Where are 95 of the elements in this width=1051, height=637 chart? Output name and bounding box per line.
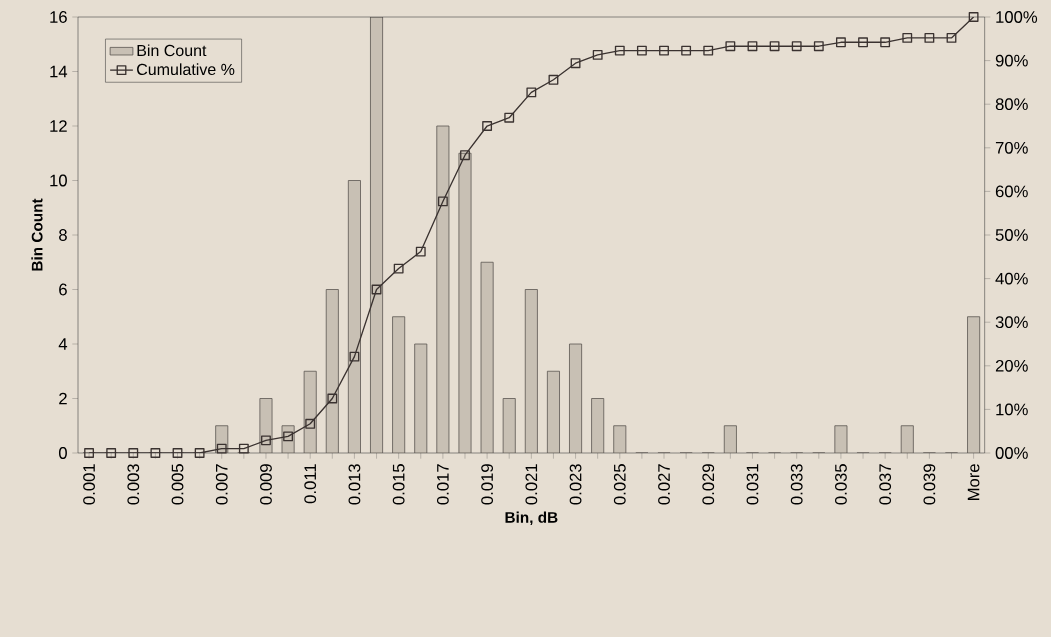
point [150,448,161,458]
x-tick-label: 0.023 [569,464,582,505]
y-tick-label: 4 [58,338,68,350]
y-tick-label: 8 [59,229,67,241]
point [526,87,537,98]
y2-tick-label: 30% [995,316,1028,329]
x-tick-label: 0.015 [392,464,405,505]
y2-tick-label: 80% [995,98,1028,111]
point [128,448,139,458]
y-tick-label: 0 [58,447,67,459]
x-tick-label: 0.037 [879,464,892,505]
y-tick-label: 14 [50,65,68,78]
y2-tick-label: 40% [995,272,1028,285]
x-tick-label: More [967,464,980,501]
x-tick-label: 0.017 [436,464,449,505]
point [592,50,603,60]
x-tick-label: 0.029 [702,464,715,505]
point [238,443,249,454]
bar [370,17,384,453]
bar [967,316,981,453]
x-tick-label: 0.009 [260,464,272,505]
point [968,12,979,22]
legend-label: Bin Count [137,44,207,57]
bar [436,125,450,453]
point [835,37,846,48]
point [504,112,515,123]
x-tick-label: 0.001 [83,464,95,505]
point [194,448,205,458]
point [172,448,183,458]
x-tick-label: 0.039 [923,464,936,505]
y2-tick-label: 20% [995,359,1028,372]
x-tick-label: 0.021 [525,464,538,505]
y-tick-label: 16 [50,11,67,23]
point [415,246,426,257]
x-axis-title: Bin, dB [505,511,558,526]
point [614,45,625,56]
y-tick-label: 6 [59,283,67,296]
point [261,435,271,446]
bar [524,289,538,453]
point [681,45,692,56]
point [769,41,780,52]
y-tick-label: 2 [59,392,67,405]
x-tick-label: 0.035 [835,464,847,505]
point [636,45,647,56]
point [106,448,117,458]
x-tick-label: 0.013 [348,464,361,505]
point [946,32,957,43]
point [349,351,360,362]
x-tick-label: 0.019 [481,464,494,505]
y2-tick-label: 100% [996,11,1038,23]
x-tick-label: 0.011 [304,464,317,504]
x-tick-label: 0.033 [790,464,803,505]
legend-label: Cumulative % [137,63,235,76]
x-tick-label: 0.005 [171,464,184,505]
point [703,45,714,56]
bar [325,289,339,453]
point [570,58,581,69]
point [437,196,448,207]
point [858,37,868,48]
y2-tick-label: 10% [996,403,1028,416]
x-tick-label: 0.025 [613,464,626,505]
bar [347,180,361,453]
point [747,41,758,52]
point [924,32,935,43]
y2-tick-label: 00% [995,447,1028,459]
point [371,284,382,295]
bar [392,316,406,453]
point [725,41,736,52]
x-tick-label: 0.007 [215,464,228,505]
y2-tick-label: 50% [995,229,1028,241]
bar [259,398,273,453]
point [393,263,404,274]
bar [303,370,317,453]
point [482,121,493,131]
point [548,74,559,85]
point [305,418,316,429]
point [460,150,470,161]
y2-tick-label: 70% [995,141,1028,154]
point [813,41,824,52]
point [327,393,338,404]
bar [480,261,494,453]
x-tick-label: 0.027 [658,464,670,505]
y2-tick-label: 90% [995,54,1028,67]
x-tick-label: 0.031 [746,464,759,505]
point [84,448,94,458]
point [659,45,669,56]
y2-tick-label: 60% [995,185,1028,198]
y-axis-title: Bin Count [31,198,43,271]
point [880,37,891,48]
point [216,443,227,454]
point [791,41,802,52]
x-tick-label: 0.003 [127,464,140,505]
y-tick-label: 12 [50,120,67,132]
point [902,32,913,43]
y-tick-label: 10 [50,174,67,187]
